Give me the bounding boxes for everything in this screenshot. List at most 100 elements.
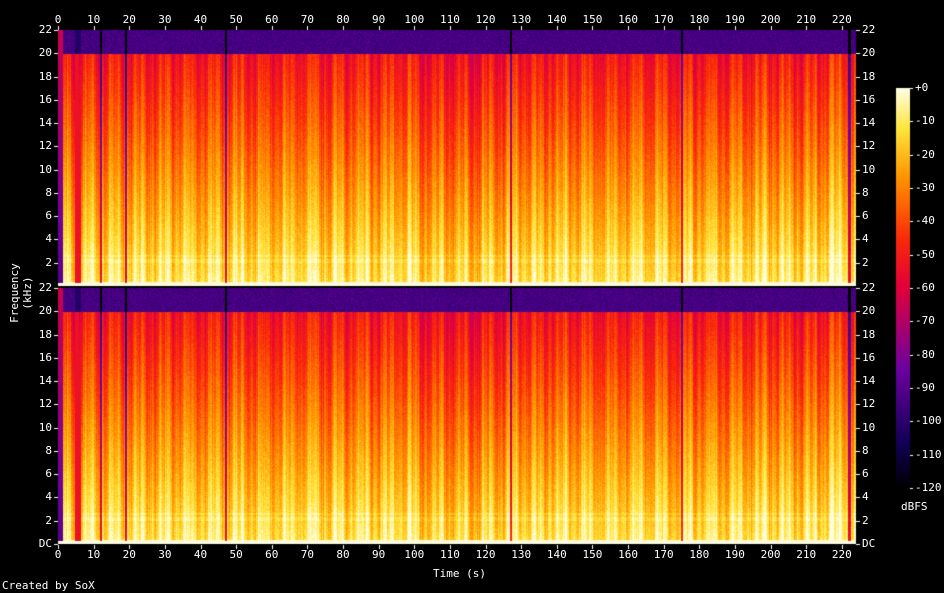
x-tick-bottom-0: 0 (54, 548, 62, 561)
y-tick-right-p0-8: 8 (862, 185, 869, 199)
y-tick-left-p1-22: 22 (38, 281, 53, 294)
x-tick-bottom-120: 120 (475, 548, 496, 561)
y-tick-left-p0-4: 4 (45, 232, 53, 246)
x-tick-top-80: 80 (336, 13, 350, 26)
x-tick-bottom-20: 20 (122, 548, 136, 561)
x-tick-top-60: 60 (265, 13, 279, 26)
x-tick-top-20: 20 (122, 13, 136, 26)
y-tick-right-p0-10: 10 (862, 162, 876, 176)
y-tick-left-p1-20: 20 (38, 304, 53, 318)
y-tick-right-p0-16: 16 (862, 92, 876, 106)
y-tick-left-p1-DC: DC (38, 537, 53, 550)
x-tick-bottom-10: 10 (87, 548, 101, 561)
x-tick-top-220: 220 (831, 13, 852, 26)
x-tick-bottom-70: 70 (300, 548, 315, 561)
colorbar-tick-8: -80 (915, 347, 935, 361)
colorbar-tick-7: -70 (915, 314, 935, 328)
y-tick-left-p1-12: 12 (38, 397, 53, 411)
x-tick-top-90: 90 (372, 13, 386, 26)
x-tick-bottom-170: 170 (653, 548, 674, 561)
y-tick-right-p1-20: 20 (862, 304, 876, 318)
y-tick-left-p1-2: 2 (45, 513, 53, 527)
x-tick-bottom-60: 60 (265, 548, 279, 561)
y-tick-left-p0-10: 10 (38, 162, 53, 176)
y-tick-left-p1-10: 10 (38, 420, 53, 434)
y-tick-left-p0-16: 16 (38, 92, 53, 106)
y-tick-right-p1-18: 18 (862, 327, 876, 341)
y-tick-right-p0-4: 4 (862, 232, 869, 246)
x-tick-top-0: 0 (54, 13, 62, 26)
x-tick-bottom-220: 220 (831, 548, 852, 561)
y-tick-right-p0-14: 14 (862, 116, 876, 130)
x-tick-top-190: 190 (724, 13, 745, 26)
x-tick-bottom-160: 160 (618, 548, 638, 561)
y-tick-left-p0-2: 2 (45, 255, 53, 269)
x-tick-top-10: 10 (87, 13, 101, 26)
colorbar-tick-12: -120 (915, 481, 942, 494)
x-tick-top-70: 70 (300, 13, 315, 26)
x-tick-top-40: 40 (193, 13, 208, 26)
x-tick-top-130: 130 (511, 13, 532, 26)
x-tick-top-210: 210 (796, 13, 817, 26)
x-tick-bottom-90: 90 (372, 548, 386, 561)
y-tick-left-p1-8: 8 (45, 443, 53, 457)
y-tick-right-p1-8: 8 (862, 443, 869, 457)
y-tick-right-p1-16: 16 (862, 350, 876, 364)
x-tick-top-140: 140 (546, 13, 567, 26)
y-tick-right-p1-6: 6 (862, 467, 869, 481)
y-tick-right-p0-6: 6 (862, 209, 869, 223)
colorbar-tick-2: -20 (915, 147, 935, 161)
y-tick-right-p0-2: 2 (862, 255, 869, 269)
x-tick-bottom-50: 50 (229, 548, 243, 561)
y-axis-label: Frequency (kHz) (8, 263, 34, 323)
y-tick-left-p0-12: 12 (38, 139, 53, 153)
colorbar-tick-5: -50 (915, 247, 935, 261)
x-tick-top-100: 100 (404, 13, 425, 26)
colorbar-tick-1: -10 (915, 114, 935, 128)
x-tick-bottom-30: 30 (158, 548, 172, 561)
colorbar-tick-6: -60 (915, 281, 935, 294)
x-tick-bottom-190: 190 (724, 548, 745, 561)
x-tick-top-170: 170 (653, 13, 674, 26)
colorbar-tick-9: -90 (915, 381, 935, 394)
x-tick-top-120: 120 (475, 13, 496, 26)
y-tick-right-p1-10: 10 (862, 420, 876, 434)
y-tick-right-p0-20: 20 (862, 46, 876, 60)
x-tick-bottom-110: 110 (439, 548, 460, 561)
y-tick-left-p1-6: 6 (45, 467, 53, 481)
y-tick-left-p0-8: 8 (45, 185, 53, 199)
y-tick-left-p1-16: 16 (38, 350, 53, 364)
x-tick-bottom-150: 150 (582, 548, 603, 561)
y-tick-left-p0-18: 18 (38, 69, 53, 83)
colorbar-tick-11: -110 (915, 447, 942, 461)
colorbar-tick-10: -100 (915, 414, 942, 428)
x-tick-top-30: 30 (158, 13, 172, 26)
y-tick-left-p0-6: 6 (45, 209, 53, 223)
x-tick-bottom-140: 140 (546, 548, 567, 561)
y-tick-left-p0-14: 14 (38, 116, 53, 130)
x-tick-top-110: 110 (439, 13, 460, 26)
x-tick-bottom-40: 40 (193, 548, 208, 561)
y-tick-right-p0-12: 12 (862, 139, 876, 153)
x-tick-top-150: 150 (582, 13, 603, 26)
x-tick-top-180: 180 (689, 13, 710, 26)
x-tick-bottom-130: 130 (511, 548, 532, 561)
x-tick-bottom-80: 80 (336, 548, 350, 561)
y-tick-left-p0-20: 20 (38, 46, 53, 60)
colorbar-tick-4: -40 (915, 214, 935, 228)
y-tick-left-p0-22: 22 (38, 23, 53, 36)
y-tick-left-p1-4: 4 (45, 490, 53, 504)
y-tick-right-p1-12: 12 (862, 397, 876, 411)
y-tick-left-p1-18: 18 (38, 327, 53, 341)
colorbar-tick-3: -30 (915, 181, 935, 194)
x-tick-bottom-100: 100 (404, 548, 425, 561)
colorbar-unit: dBFS (901, 500, 928, 513)
x-tick-bottom-210: 210 (796, 548, 817, 561)
y-tick-left-p1-14: 14 (38, 374, 53, 388)
x-tick-bottom-200: 200 (760, 548, 781, 561)
y-tick-right-p1-4: 4 (862, 490, 869, 504)
y-tick-right-p0-18: 18 (862, 69, 876, 83)
credit-text: Created by SoX (2, 579, 95, 592)
y-tick-right-p1-2: 2 (862, 513, 869, 527)
